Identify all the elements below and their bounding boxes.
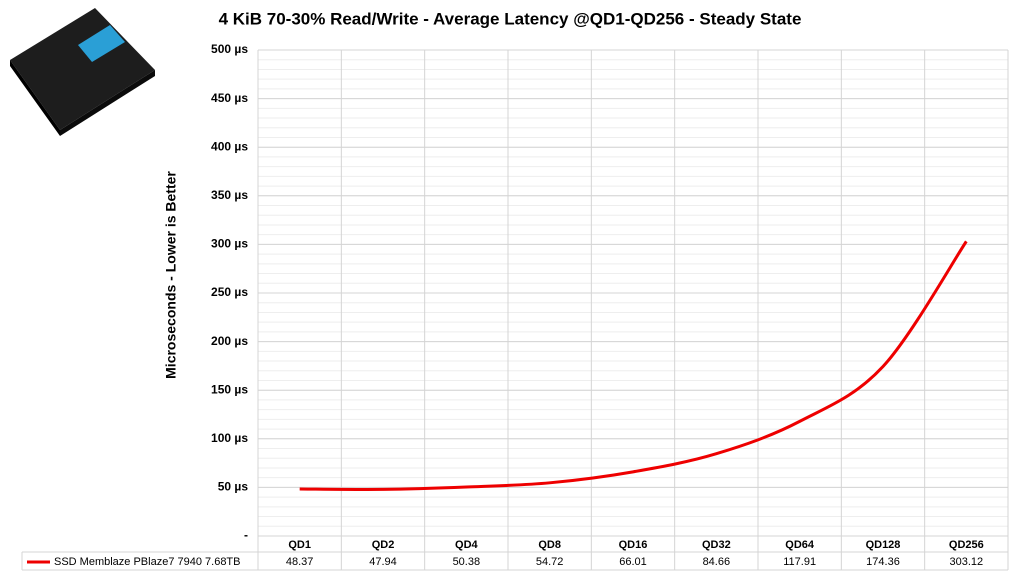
y-tick-label: 50 µs xyxy=(218,480,249,494)
x-tick-label: QD8 xyxy=(538,539,561,551)
y-tick-label: 150 µs xyxy=(211,382,248,396)
x-tick-label: QD128 xyxy=(866,539,901,551)
data-label: 48.37 xyxy=(286,556,314,568)
product-image xyxy=(10,8,155,136)
data-label: 66.01 xyxy=(619,556,647,568)
y-tick-label: 250 µs xyxy=(211,285,248,299)
series-line xyxy=(299,240,968,491)
x-tick-label: QD1 xyxy=(288,539,311,551)
chart-title: 4 KiB 70-30% Read/Write - Average Latenc… xyxy=(219,9,802,28)
data-label: 303.12 xyxy=(950,556,984,568)
x-tick-label: QD32 xyxy=(702,539,731,551)
y-tick-label: 200 µs xyxy=(211,334,248,348)
y-tick-label: - xyxy=(244,528,248,542)
data-label: 174.36 xyxy=(866,556,900,568)
y-tick-label: 300 µs xyxy=(211,237,248,251)
y-tick-label: 400 µs xyxy=(211,139,248,153)
data-label: 117.91 xyxy=(783,556,816,568)
data-label: 47.94 xyxy=(369,556,397,568)
x-tick-label: QD256 xyxy=(949,539,984,551)
y-tick-label: 100 µs xyxy=(211,431,248,445)
y-tick-label: 350 µs xyxy=(211,188,248,202)
y-tick-label: 500 µs xyxy=(211,42,248,56)
data-label: 50.38 xyxy=(453,556,481,568)
x-tick-label: QD2 xyxy=(372,539,395,551)
x-tick-label: QD4 xyxy=(455,539,479,551)
y-tick-label: 450 µs xyxy=(211,91,248,105)
data-label: 54.72 xyxy=(536,556,564,568)
y-axis-label: Microseconds - Lower is Better xyxy=(163,171,179,379)
legend-label: SSD Memblaze PBlaze7 7940 7.68TB xyxy=(54,556,241,568)
x-tick-label: QD64 xyxy=(785,539,815,551)
x-tick-label: QD16 xyxy=(619,539,648,551)
data-label: 84.66 xyxy=(703,556,731,568)
